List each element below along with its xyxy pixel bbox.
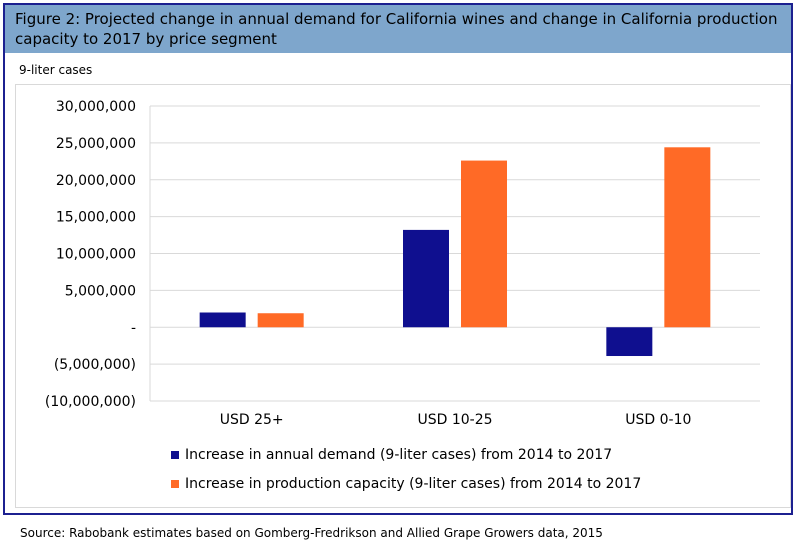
y-tick-label: 5,000,000 (65, 283, 136, 299)
y-tick-label: 10,000,000 (56, 247, 136, 263)
figure-title: Figure 2: Projected change in annual dem… (5, 5, 791, 53)
legend-item-demand: Increase in annual demand (9-liter cases… (171, 447, 612, 463)
bar (606, 327, 653, 357)
unit-label: 9-liter cases (19, 63, 93, 77)
legend-item-capacity: Increase in production capacity (9-liter… (171, 476, 641, 492)
plot-area-box: 30,000,000 25,000,000 20,000,000 15,000,000… (15, 84, 791, 508)
y-tick-label: 20,000,000 (56, 173, 136, 189)
bar (199, 312, 246, 328)
legend-swatch-demand (171, 451, 179, 459)
figure-frame: Figure 2: Projected change in annual dem… (3, 3, 793, 515)
source-note: Source: Rabobank estimates based on Gomb… (20, 526, 603, 540)
bar (664, 147, 711, 328)
legend-label-capacity: Increase in production capacity (9-liter… (185, 476, 642, 492)
y-tick-label: 25,000,000 (56, 136, 136, 152)
y-tick-label: (5,000,000) (54, 357, 136, 373)
x-tick-label: USD 0-10 (625, 412, 691, 428)
legend-label-demand: Increase in annual demand (9-liter cases… (185, 447, 613, 463)
y-tick-label: (10,000,000) (45, 394, 136, 410)
legend-swatch-capacity (171, 480, 179, 488)
y-tick-label: 15,000,000 (56, 210, 136, 226)
bar-chart: 30,000,000 25,000,000 20,000,000 15,000,000… (45, 99, 760, 428)
bar (257, 313, 304, 328)
x-tick-label: USD 25+ (220, 412, 284, 428)
bar (461, 160, 507, 328)
y-tick-label: - (131, 320, 136, 336)
y-tick-label: 30,000,000 (56, 99, 136, 115)
bar (403, 229, 449, 328)
x-tick-label: USD 10-25 (417, 412, 492, 428)
